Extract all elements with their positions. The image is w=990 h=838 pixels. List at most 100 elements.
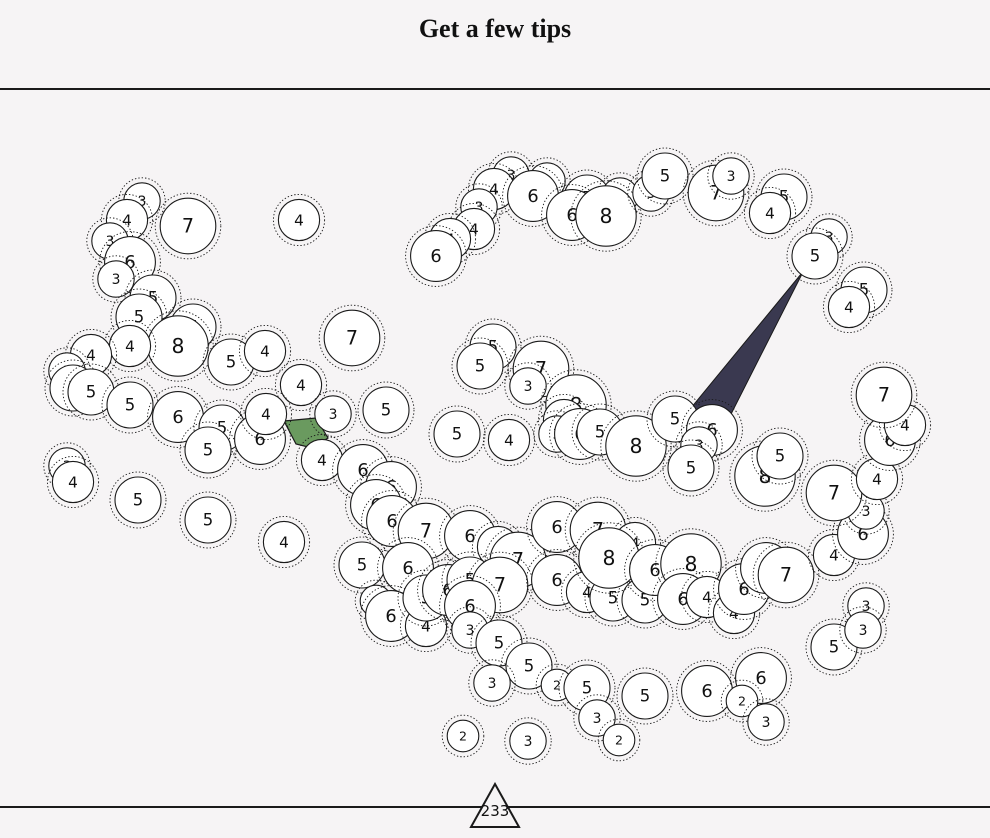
node-label: 6 — [442, 580, 453, 601]
node-circle — [791, 232, 839, 280]
node-8[interactable]: 8 — [600, 410, 672, 482]
node-circle — [605, 415, 667, 477]
node-label: 3 — [112, 272, 121, 288]
node-label: 5 — [494, 634, 505, 653]
node-3[interactable]: 3 — [468, 659, 516, 707]
node-label: 6 — [677, 589, 688, 610]
node-halo — [455, 183, 503, 231]
node-4[interactable]: 4 — [239, 387, 293, 441]
node-5[interactable]: 5 — [333, 536, 391, 594]
node-8[interactable]: 8 — [570, 180, 642, 252]
node-label: 4 — [68, 474, 78, 492]
node-label: 5 — [640, 687, 651, 706]
node-circle — [505, 642, 553, 690]
node-label: 8 — [172, 334, 185, 358]
node-3[interactable]: 3 — [742, 698, 790, 746]
node-halo — [570, 180, 642, 252]
node-halo — [423, 212, 477, 266]
node-6[interactable]: 6 — [405, 225, 467, 287]
node-label: 3 — [466, 623, 475, 639]
node-2[interactable]: 2 — [441, 714, 485, 758]
node-7[interactable]: 7 — [752, 541, 820, 609]
node-label: 4 — [765, 205, 775, 223]
node-7[interactable]: 7 — [850, 361, 918, 429]
node-4[interactable]: 4 — [238, 324, 292, 378]
node-5[interactable]: 5 — [751, 427, 809, 485]
node-5[interactable]: 5 — [101, 376, 159, 434]
node-5[interactable]: 5 — [500, 637, 558, 695]
node-5[interactable]: 5 — [616, 667, 674, 725]
node-label: 6 — [254, 429, 265, 450]
node-halo — [842, 582, 890, 630]
node-5[interactable]: 5 — [662, 439, 720, 497]
node-2[interactable]: 2 — [720, 679, 764, 723]
node-halo — [600, 410, 672, 482]
node-label: 3 — [859, 623, 868, 639]
node-6[interactable]: 6 — [147, 386, 209, 448]
node-2[interactable]: 2 — [597, 718, 641, 762]
node-circle — [362, 386, 410, 434]
node-label: 5 — [217, 419, 228, 438]
node-label: 5 — [475, 357, 486, 376]
node-label: 3 — [524, 734, 533, 750]
node-4[interactable]: 4 — [103, 319, 157, 373]
node-3[interactable]: 3 — [573, 694, 621, 742]
node-label: 4 — [582, 584, 592, 602]
node-5[interactable]: 5 — [357, 381, 415, 439]
node-3[interactable]: 3 — [504, 717, 552, 765]
node-6[interactable]: 6 — [676, 660, 738, 722]
node-7[interactable]: 7 — [318, 304, 386, 372]
node-3[interactable]: 3 — [309, 390, 357, 438]
node-3[interactable]: 3 — [707, 152, 755, 200]
node-label: 4 — [504, 432, 514, 450]
node-circle — [433, 410, 481, 458]
node-label: 6 — [566, 205, 577, 226]
node-label: 5 — [452, 425, 463, 444]
node-label: 6 — [402, 558, 413, 579]
node-5[interactable]: 5 — [428, 405, 486, 463]
node-halo — [742, 698, 790, 746]
node-label: 4 — [729, 605, 739, 623]
score-indicator: 233 — [468, 782, 522, 830]
node-label: 5 — [810, 247, 821, 266]
node-4[interactable]: 4 — [272, 193, 326, 247]
node-4[interactable]: 4 — [822, 280, 876, 334]
node-4[interactable]: 4 — [257, 515, 311, 569]
node-4[interactable]: 4 — [743, 186, 797, 240]
node-4[interactable]: 4 — [482, 413, 536, 467]
node-halo — [752, 541, 820, 609]
node-halo — [179, 491, 237, 549]
node-label: 4 — [261, 406, 271, 424]
node-label: 3 — [475, 200, 484, 216]
node-halo — [464, 318, 522, 376]
node-label: 3 — [488, 676, 497, 692]
node-5[interactable]: 5 — [109, 471, 167, 529]
node-5[interactable]: 5 — [636, 147, 694, 205]
node-3[interactable]: 3 — [504, 362, 552, 410]
node-label: 6 — [357, 460, 368, 481]
node-label: 6 — [386, 511, 397, 532]
node-7[interactable]: 7 — [154, 192, 222, 260]
node-label: 4 — [86, 347, 96, 365]
node-label: 7 — [346, 327, 358, 350]
node-5[interactable]: 5 — [451, 337, 509, 395]
node-8[interactable]: 8 — [142, 310, 214, 382]
node-halo — [500, 637, 558, 695]
node-halo — [239, 387, 293, 441]
node-label: 5 — [686, 459, 697, 478]
node-halo — [573, 694, 621, 742]
node-circle — [487, 418, 531, 462]
node-label: 6 — [857, 524, 868, 545]
node-circle — [667, 444, 715, 492]
node-label: 4 — [294, 212, 304, 230]
node-4[interactable]: 4 — [274, 358, 328, 412]
node-5[interactable]: 5 — [786, 227, 844, 285]
node-5[interactable]: 5 — [179, 421, 237, 479]
node-3[interactable]: 3 — [839, 606, 887, 654]
node-4[interactable]: 4 — [46, 455, 100, 509]
node-label: 5 — [524, 657, 535, 676]
node-halo — [835, 261, 893, 319]
node-5[interactable]: 5 — [179, 491, 237, 549]
node-halo — [608, 516, 662, 570]
